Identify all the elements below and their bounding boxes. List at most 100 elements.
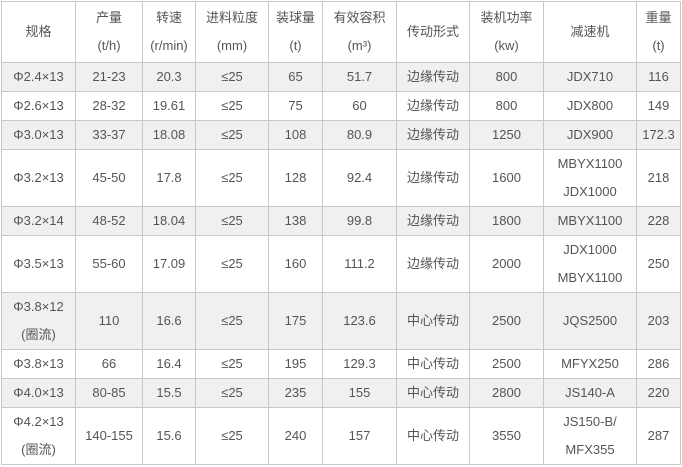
- cell-output: 21-23: [75, 62, 143, 92]
- header-feed: 进料粒度 (mm): [195, 1, 269, 63]
- header-speed: 转速 (r/min): [142, 1, 196, 63]
- cell-line: JS140-A: [565, 385, 615, 400]
- cell-ball: 128: [268, 149, 323, 207]
- cell-volume: 111.2: [322, 235, 397, 293]
- header-drive: 传动形式: [396, 1, 470, 63]
- cell-feed: ≤25: [195, 120, 269, 150]
- cell-reducer: JDX710: [543, 62, 637, 92]
- header-unit: (kw): [494, 38, 519, 53]
- cell-weight: 116: [636, 62, 681, 92]
- table-row: Φ4.0×13 80-85 15.5 ≤25 235 155 中心传动 2800 JS140-A…: [1, 378, 681, 408]
- cell-drive: 中心传动: [396, 378, 470, 408]
- cell-power: 800: [469, 91, 544, 121]
- header-unit: (t/h): [97, 38, 121, 53]
- header-unit: (t): [652, 38, 665, 53]
- cell-reducer: MBYX1100 JDX1000: [543, 149, 637, 207]
- header-unit: (r/min): [150, 38, 188, 53]
- cell-output: 110: [75, 292, 143, 350]
- cell-feed: ≤25: [195, 349, 269, 379]
- cell-line: Φ3.2×14: [13, 213, 64, 228]
- cell-weight: 287: [636, 407, 681, 465]
- header-output: 产量 (t/h): [75, 1, 143, 63]
- cell-speed: 19.61: [142, 91, 196, 121]
- header-unit: (mm): [216, 38, 248, 53]
- header-power: 装机功率 (kw): [469, 1, 544, 63]
- header-label: 减速机: [570, 24, 610, 39]
- cell-spec: Φ3.5×13: [1, 235, 76, 293]
- cell-spec: Φ4.2×13 (圈流): [1, 407, 76, 465]
- cell-weight: 218: [636, 149, 681, 207]
- cell-reducer: JQS2500: [543, 292, 637, 350]
- cell-power: 2800: [469, 378, 544, 408]
- cell-line: Φ3.8×13: [13, 356, 64, 371]
- cell-line: Φ4.2×13: [13, 414, 64, 429]
- cell-line: (圈流): [21, 327, 56, 342]
- header-label: 有效容积: [333, 10, 386, 25]
- cell-line: JQS2500: [562, 313, 618, 328]
- header-weight: 重量 (t): [636, 1, 681, 63]
- cell-line: JS150-B/: [563, 414, 617, 429]
- cell-reducer: MFYX250: [543, 349, 637, 379]
- cell-output: 28-32: [75, 91, 143, 121]
- cell-spec: Φ2.4×13: [1, 62, 76, 92]
- cell-weight: 250: [636, 235, 681, 293]
- cell-feed: ≤25: [195, 62, 269, 92]
- cell-ball: 175: [268, 292, 323, 350]
- cell-volume: 155: [322, 378, 397, 408]
- header-label: 进料粒度: [205, 10, 258, 25]
- cell-speed: 15.6: [142, 407, 196, 465]
- cell-ball: 240: [268, 407, 323, 465]
- cell-speed: 18.04: [142, 206, 196, 236]
- cell-weight: 220: [636, 378, 681, 408]
- cell-line: (圈流): [21, 442, 56, 457]
- cell-power: 800: [469, 62, 544, 92]
- cell-drive: 边缘传动: [396, 206, 470, 236]
- header-label: 装球量: [275, 10, 315, 25]
- cell-spec: Φ4.0×13: [1, 378, 76, 408]
- header-label: 装机功率: [480, 10, 533, 25]
- cell-line: Φ3.5×13: [13, 256, 64, 271]
- cell-line: Φ2.4×13: [13, 69, 64, 84]
- cell-line: JDX900: [566, 127, 614, 142]
- cell-weight: 228: [636, 206, 681, 236]
- table-row: Φ2.6×13 28-32 19.61 ≤25 75 60 边缘传动 800 JDX800 149: [1, 91, 681, 121]
- table-row: Φ3.5×13 55-60 17.09 ≤25 160 111.2 边缘传动 2000 JDX1…: [1, 235, 681, 293]
- cell-speed: 17.8: [142, 149, 196, 207]
- cell-ball: 138: [268, 206, 323, 236]
- cell-spec: Φ3.2×13: [1, 149, 76, 207]
- cell-speed: 20.3: [142, 62, 196, 92]
- cell-feed: ≤25: [195, 378, 269, 408]
- cell-feed: ≤25: [195, 407, 269, 465]
- header-reducer: 减速机: [543, 1, 637, 63]
- cell-ball: 235: [268, 378, 323, 408]
- cell-feed: ≤25: [195, 235, 269, 293]
- cell-drive: 中心传动: [396, 292, 470, 350]
- cell-line: MBYX1100: [557, 213, 623, 228]
- cell-output: 33-37: [75, 120, 143, 150]
- cell-reducer: JS140-A: [543, 378, 637, 408]
- cell-feed: ≤25: [195, 149, 269, 207]
- header-volume: 有效容积 (m³): [322, 1, 397, 63]
- cell-ball: 108: [268, 120, 323, 150]
- cell-reducer: JS150-B/MFX355: [543, 407, 637, 465]
- cell-power: 2500: [469, 349, 544, 379]
- cell-ball: 65: [268, 62, 323, 92]
- header-unit: (m³): [347, 38, 372, 53]
- cell-power: 2500: [469, 292, 544, 350]
- cell-speed: 16.6: [142, 292, 196, 350]
- cell-output: 140-155: [75, 407, 143, 465]
- cell-output: 48-52: [75, 206, 143, 236]
- table-row: Φ3.8×12 (圈流) 110 16.6 ≤25 175 123.6 中心传动 2500 JQS…: [1, 292, 681, 350]
- cell-line: Φ3.2×13: [13, 170, 64, 185]
- cell-output: 55-60: [75, 235, 143, 293]
- cell-drive: 边缘传动: [396, 62, 470, 92]
- table-row: Φ2.4×13 21-23 20.3 ≤25 65 51.7 边缘传动 800 JDX710 11…: [1, 62, 681, 92]
- cell-line: Φ2.6×13: [13, 98, 64, 113]
- header-label: 传动形式: [406, 24, 459, 39]
- cell-drive: 边缘传动: [396, 120, 470, 150]
- table-row: Φ4.2×13 (圈流) 140-155 15.6 ≤25 240 157 中心传动 3550 J…: [1, 407, 681, 465]
- cell-drive: 边缘传动: [396, 149, 470, 207]
- cell-line: MBYX1100: [557, 270, 623, 285]
- header-unit: (t): [289, 38, 302, 53]
